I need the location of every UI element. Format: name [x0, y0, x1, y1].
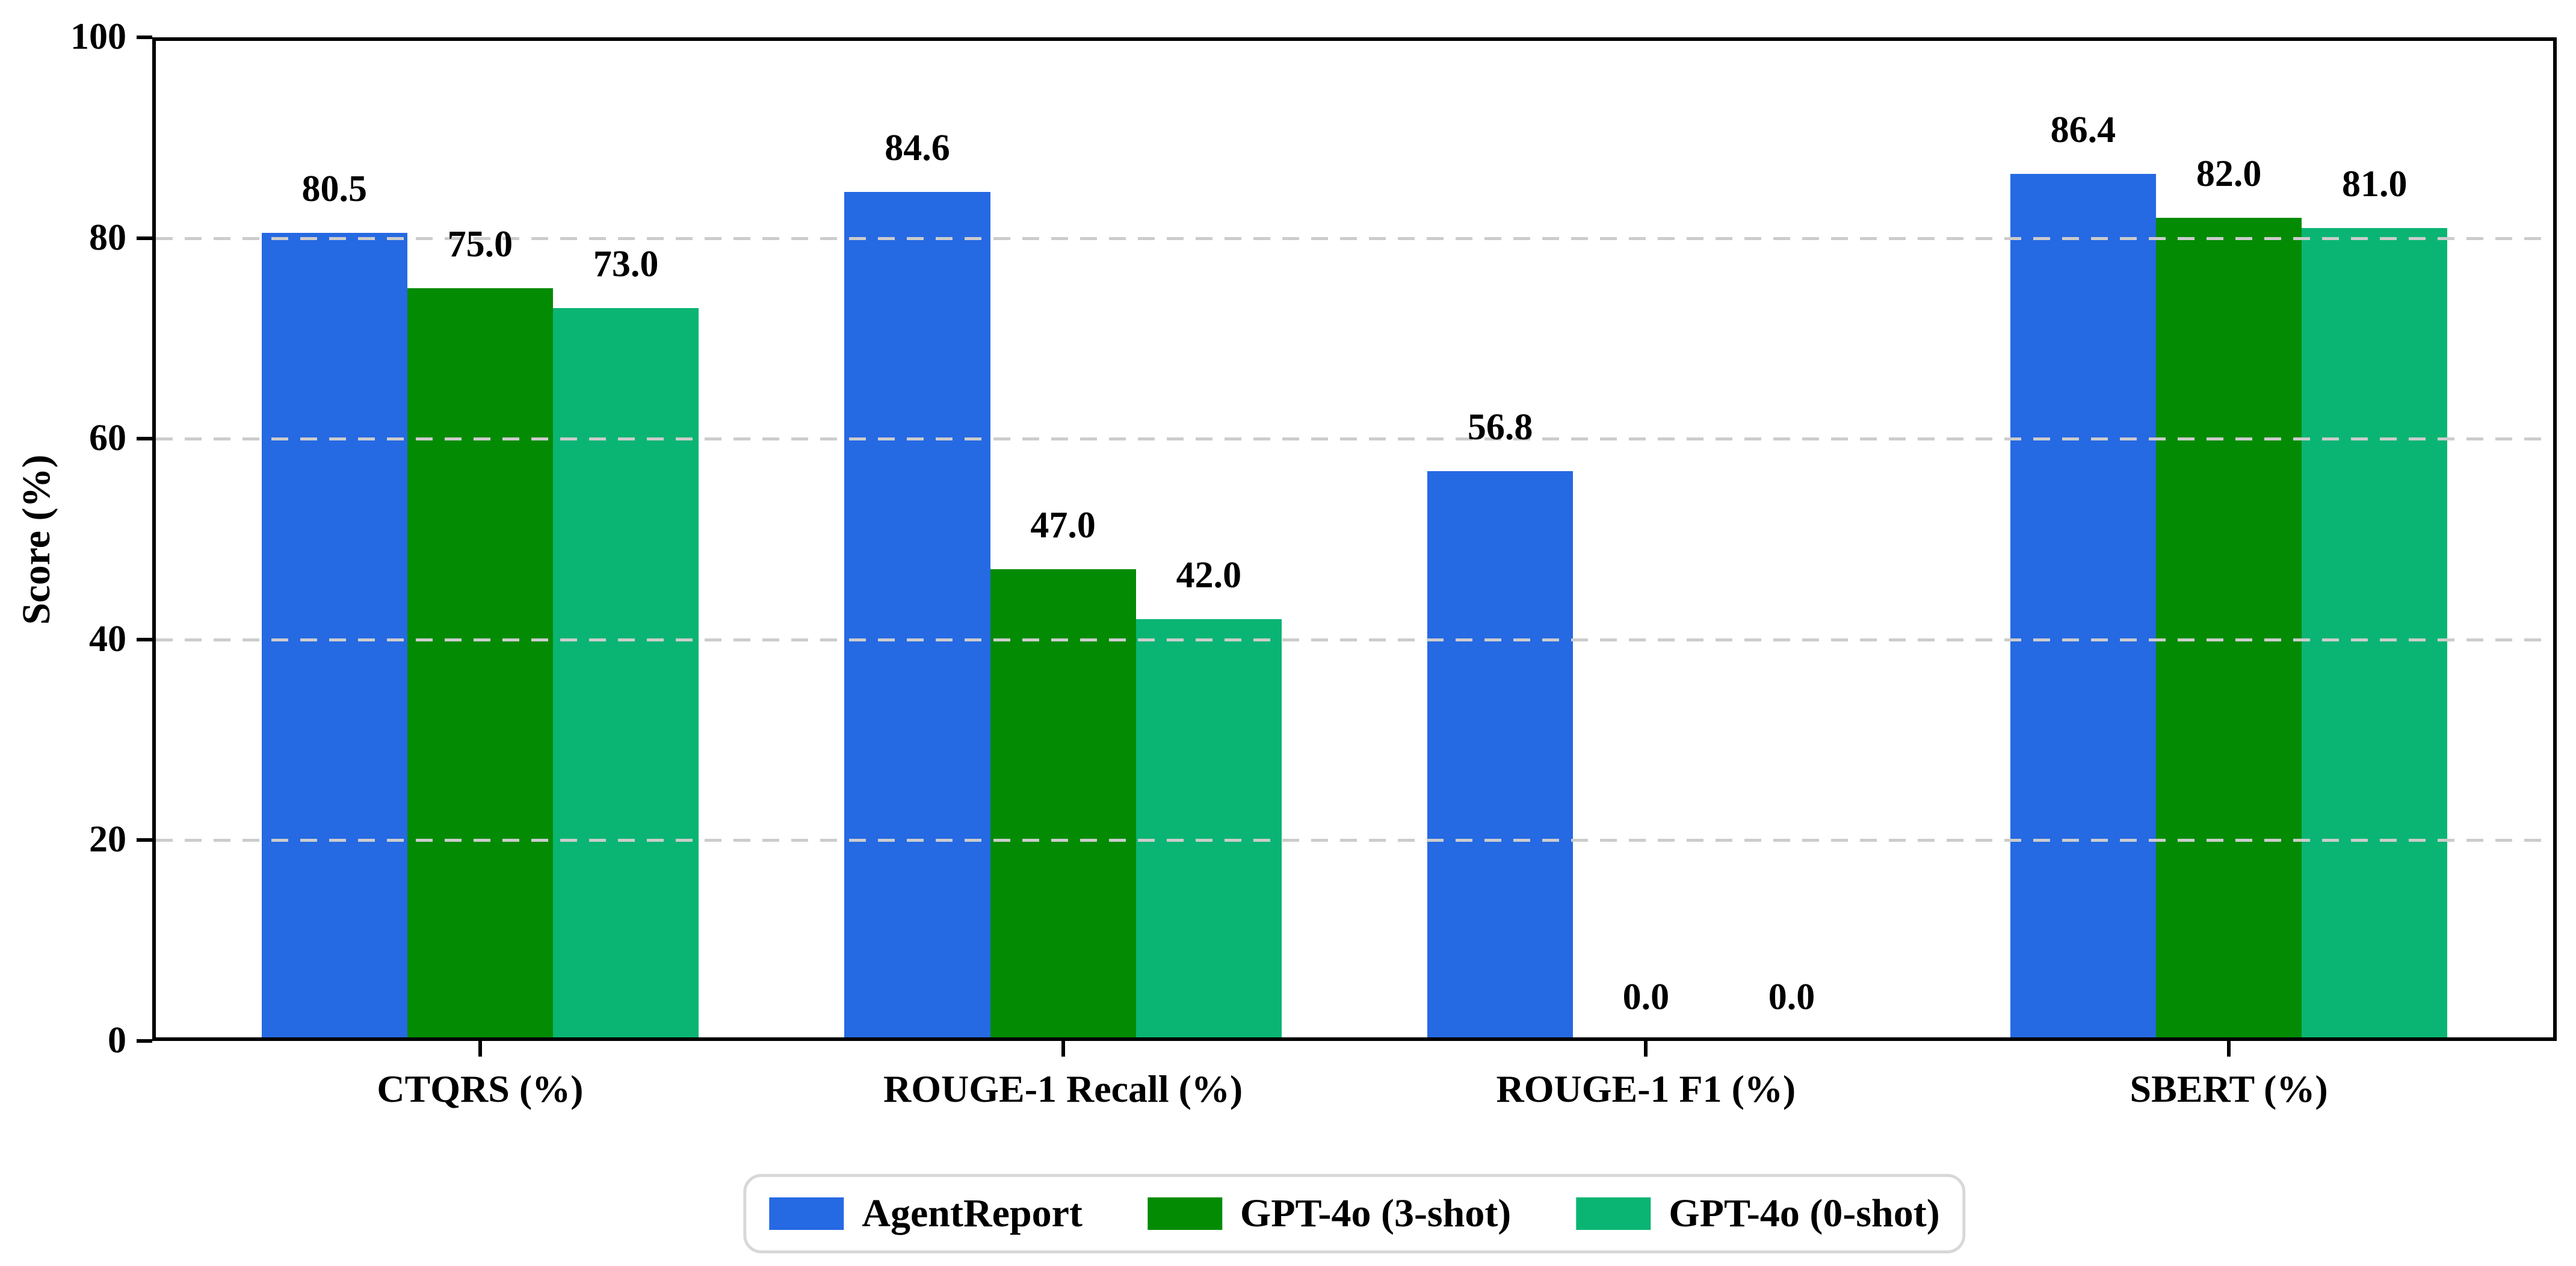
- x-tick-label-2: ROUGE-1 F1 (%): [1496, 1067, 1796, 1110]
- bar-gpt-4o-0-shot--1: [1135, 619, 1282, 1041]
- x-tick-2: [1644, 1041, 1648, 1057]
- legend-label: AgentReport: [862, 1191, 1083, 1235]
- bar-agentreport-0: [261, 233, 407, 1041]
- y-tick-100: [137, 36, 152, 39]
- value-label-3-1: 82.0: [2196, 153, 2262, 195]
- value-label-3-0: 86.4: [2050, 109, 2116, 150]
- y-tick-label-100: 100: [70, 16, 126, 57]
- x-tick-1: [1061, 1041, 1065, 1057]
- bar-gpt-4o-3-shot--3: [2156, 218, 2302, 1041]
- y-tick-label-40: 40: [89, 618, 126, 659]
- y-tick-label-0: 0: [108, 1020, 126, 1061]
- y-tick-80: [137, 236, 152, 240]
- x-tick-label-3: SBERT (%): [2130, 1067, 2328, 1110]
- y-tick-60: [137, 437, 152, 441]
- value-label-0-1: 75.0: [447, 224, 513, 265]
- legend-item-gpt-4o-0-shot-: GPT-4o (0-shot): [1576, 1191, 1940, 1235]
- legend-item-agentreport: AgentReport: [769, 1194, 1083, 1234]
- legend-label: GPT-4o (0-shot): [1669, 1191, 1940, 1235]
- value-label-0-2: 73.0: [593, 244, 659, 285]
- y-tick-40: [137, 637, 152, 641]
- legend-item-gpt-4o-3-shot-: GPT-4o (3-shot): [1147, 1194, 1511, 1234]
- gridline-y60: [156, 437, 2553, 441]
- bar-agentreport-2: [1427, 471, 1574, 1041]
- value-label-2-0: 56.8: [1467, 406, 1533, 448]
- bar-agentreport-3: [2010, 173, 2156, 1041]
- value-label-2-1: 0.0: [1622, 977, 1670, 1017]
- bar-gpt-4o-3-shot--0: [407, 288, 553, 1041]
- x-tick-3: [2227, 1041, 2231, 1057]
- legend: AgentReport GPT-4o (3-shot) GPT-4o (0-shot…: [743, 1174, 1966, 1253]
- value-label-1-1: 47.0: [1030, 505, 1096, 546]
- gridline-y40: [156, 638, 2553, 641]
- legend-label: GPT-4o (3-shot): [1240, 1191, 1512, 1235]
- x-tick-label-0: CTQRS (%): [377, 1067, 584, 1110]
- value-label-0-0: 80.5: [301, 168, 367, 210]
- bar-agentreport-1: [844, 191, 990, 1041]
- y-tick-label-60: 60: [89, 418, 126, 459]
- legend-swatch-icon: [1147, 1197, 1222, 1230]
- y-tick-label-80: 80: [89, 217, 126, 258]
- bar-gpt-4o-3-shot--1: [990, 569, 1136, 1041]
- value-label-2-2: 0.0: [1768, 977, 1815, 1017]
- value-label-3-2: 81.0: [2342, 163, 2408, 205]
- legend-swatch-icon: [769, 1197, 844, 1230]
- bar-gpt-4o-0-shot--3: [2302, 227, 2448, 1041]
- x-tick-label-1: ROUGE-1 Recall (%): [883, 1067, 1243, 1110]
- gridline-y80: [156, 236, 2553, 240]
- y-tick-20: [137, 838, 152, 842]
- value-label-1-0: 84.6: [885, 127, 950, 168]
- legend-swatch-icon: [1576, 1197, 1651, 1230]
- y-tick-0: [137, 1039, 152, 1043]
- value-label-1-2: 42.0: [1176, 555, 1242, 596]
- x-tick-0: [478, 1041, 482, 1057]
- y-tick-label-20: 20: [89, 819, 126, 860]
- bar-gpt-4o-0-shot--0: [553, 308, 699, 1041]
- gridline-y20: [156, 839, 2553, 842]
- y-axis-label: Score (%): [14, 454, 58, 625]
